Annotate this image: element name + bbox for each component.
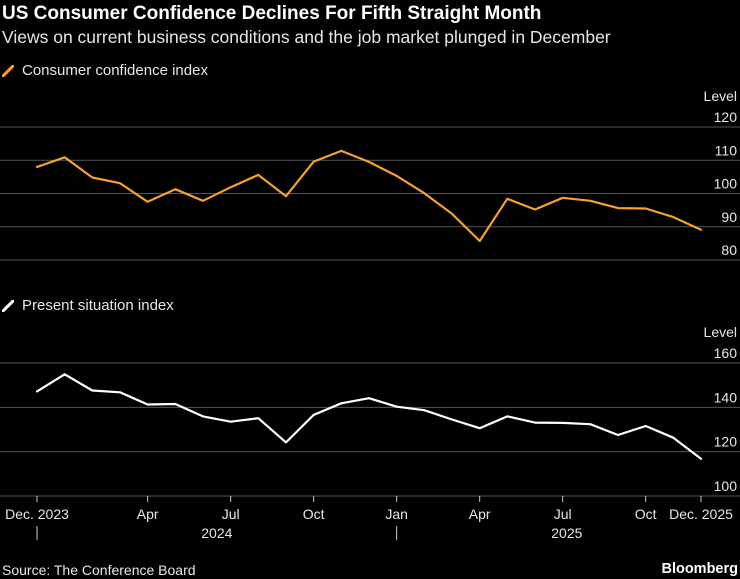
chart-title: US Consumer Confidence Declines For Fift… bbox=[2, 3, 542, 24]
x-tick-label: Jul bbox=[222, 506, 240, 522]
x-tick-label: Apr bbox=[137, 506, 159, 522]
y-tick-label: 80 bbox=[721, 242, 737, 258]
y-tick-label: 140 bbox=[714, 389, 738, 405]
y-tick-label: 160 bbox=[714, 345, 738, 361]
source-note: Source: The Conference Board bbox=[2, 562, 196, 578]
x-tick-label: Jul bbox=[554, 506, 572, 522]
legend-label: Consumer confidence index bbox=[22, 62, 208, 79]
legend-present-situation: Present situation index bbox=[2, 297, 174, 314]
legend-label: Present situation index bbox=[22, 297, 174, 314]
y-tick-label: 100 bbox=[714, 176, 738, 192]
year-label: 2025 bbox=[551, 525, 582, 541]
y-tick-label: 110 bbox=[715, 142, 738, 158]
x-tick-label: Oct bbox=[303, 506, 325, 522]
x-tick-label: Jan bbox=[385, 506, 408, 522]
legend-consumer-confidence: Consumer confidence index bbox=[2, 62, 208, 79]
y-axis-label: Level bbox=[704, 88, 737, 104]
y-tick-label: 100 bbox=[714, 478, 738, 494]
year-label: 2024 bbox=[201, 525, 232, 541]
series-line bbox=[35, 373, 703, 460]
legend-line-icon bbox=[2, 64, 14, 77]
x-tick-label: Dec. 2025 bbox=[669, 506, 733, 522]
y-tick-label: 120 bbox=[714, 434, 738, 450]
y-tick-label: 90 bbox=[721, 209, 737, 225]
series-line bbox=[35, 149, 703, 243]
bloomberg-logo: Bloomberg bbox=[661, 561, 738, 577]
x-tick-label: Apr bbox=[469, 506, 491, 522]
x-tick-label: Oct bbox=[635, 506, 657, 522]
y-axis-label: Level bbox=[704, 324, 737, 340]
chart-subtitle: Views on current business conditions and… bbox=[2, 27, 611, 47]
legend-line-icon bbox=[2, 299, 14, 312]
y-tick-label: 120 bbox=[714, 109, 738, 125]
x-tick-label: Dec. 2023 bbox=[5, 506, 69, 522]
